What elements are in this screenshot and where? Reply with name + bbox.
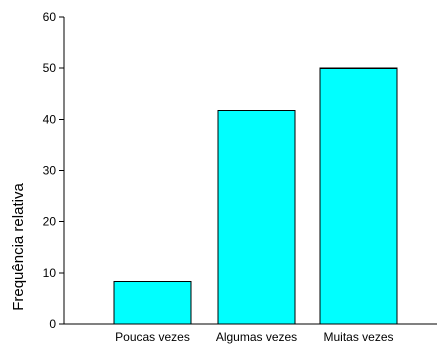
plot-area: Poucas vezes Algumas vezes Muitas vezes 0 10…: [43, 10, 437, 344]
y-tick-label: 0: [49, 317, 56, 331]
y-tick-label: 60: [43, 10, 57, 24]
x-tick-label: Muitas vezes: [323, 330, 393, 344]
y-axis-title: Frequência relativa: [10, 183, 27, 311]
bar-muitas-vezes: [319, 67, 398, 325]
y-tick-label: 10: [43, 266, 57, 280]
bar-poucas-vezes: [113, 280, 192, 325]
y-tick-label: 30: [43, 164, 57, 178]
bar-algumas-vezes: [217, 110, 296, 325]
x-tick-label: Poucas vezes: [115, 330, 190, 344]
y-tick-label: 40: [43, 112, 57, 126]
y-tick-label: 50: [43, 61, 57, 75]
x-tick-label: Algumas vezes: [216, 330, 297, 344]
y-tick-label: 20: [43, 215, 57, 229]
